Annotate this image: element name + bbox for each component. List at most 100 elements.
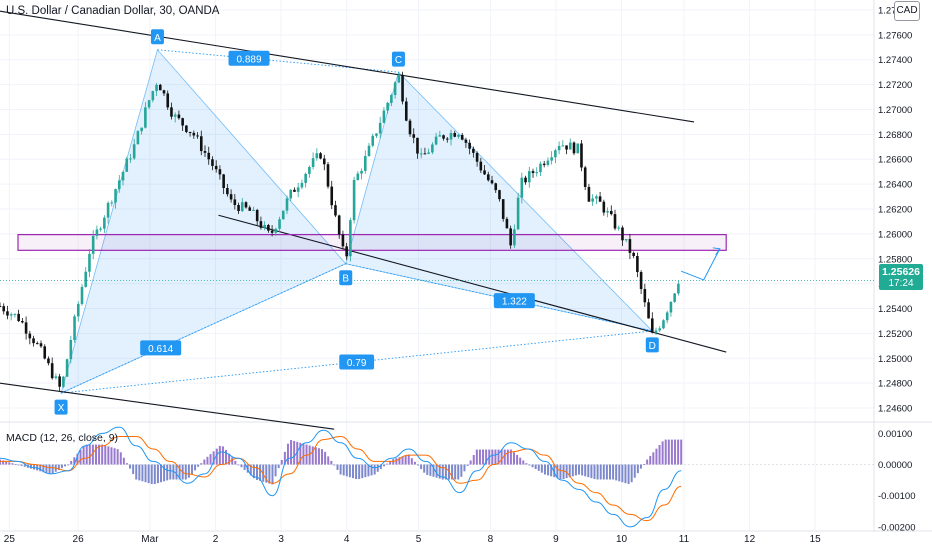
macd-histogram-bar	[537, 464, 540, 471]
candle	[32, 338, 35, 344]
pattern-point-marker	[391, 51, 405, 67]
macd-histogram-bar	[389, 460, 392, 465]
macd-histogram-bar	[516, 455, 519, 465]
candle	[322, 158, 326, 165]
macd-histogram-bar	[231, 457, 234, 465]
candle	[442, 135, 445, 139]
candle	[337, 215, 341, 235]
macd-histogram-bar	[23, 464, 26, 467]
macd-histogram-bar	[268, 464, 271, 484]
macd-histogram-bar	[299, 442, 302, 465]
macd-histogram-bar	[410, 458, 413, 465]
candle	[125, 158, 129, 172]
macd-histogram-bar	[398, 457, 401, 465]
macd-histogram-bar	[602, 464, 605, 480]
macd-histogram-bar	[624, 464, 627, 484]
candle	[583, 167, 587, 187]
macd-signal-line	[0, 435, 682, 522]
macd-histogram-bar	[578, 464, 581, 475]
macd-histogram-bar	[423, 464, 426, 473]
macd-histogram-bar	[212, 451, 215, 465]
candle	[557, 145, 561, 151]
candle	[54, 376, 58, 379]
macd-histogram-bar	[60, 464, 63, 469]
macd-histogram-bar	[670, 439, 673, 465]
trendline	[0, 10, 695, 123]
candle	[542, 163, 546, 165]
macd-histogram-bar	[209, 454, 212, 465]
macd-histogram-bar	[305, 444, 308, 465]
macd-histogram-bar	[367, 464, 370, 477]
macd-histogram-bar	[401, 456, 404, 465]
macd-histogram-bar	[51, 464, 54, 474]
currency-label[interactable]: CAD	[894, 1, 920, 21]
macd-histogram-bar	[290, 440, 293, 465]
macd-histogram-bar	[169, 464, 172, 480]
ratio-badge-bg	[493, 293, 535, 309]
candle	[565, 145, 568, 150]
macd-histogram-bar	[370, 464, 373, 476]
macd-histogram-bar	[14, 464, 17, 465]
macd-histogram-bar	[200, 463, 203, 465]
macd-histogram-bar	[413, 461, 416, 465]
candle	[274, 228, 278, 233]
macd-histogram-bar	[587, 464, 590, 478]
candle	[244, 202, 248, 208]
candle	[345, 246, 348, 257]
macd-histogram-bar	[302, 443, 305, 465]
price-axis-label: 1.27600	[878, 30, 912, 41]
macd-histogram-bar	[639, 464, 642, 469]
time-axis-label: 10	[616, 534, 628, 545]
candle	[505, 218, 509, 229]
macd-histogram-bar	[8, 462, 11, 465]
macd-histogram-bar	[506, 449, 509, 465]
macd-histogram-bar	[215, 448, 218, 465]
ratio-badge-bg	[228, 50, 270, 66]
candle	[229, 194, 233, 200]
candle	[673, 293, 676, 302]
candle	[76, 303, 80, 317]
macd-histogram-bar	[20, 464, 23, 466]
candle	[162, 90, 166, 94]
macd-histogram-bar	[228, 453, 231, 465]
candle	[654, 330, 658, 333]
macd-histogram-bar	[293, 440, 296, 465]
macd-histogram-bar	[259, 464, 262, 481]
candle	[144, 107, 147, 128]
macd-indicator-label[interactable]: MACD (12, 26, close, 9)	[6, 432, 119, 444]
macd-histogram-bar	[17, 464, 20, 466]
macd-histogram-bar	[339, 464, 342, 475]
macd-histogram-bar	[649, 455, 652, 465]
macd-histogram-bar	[2, 460, 5, 465]
candle	[572, 142, 576, 154]
pattern-triangle-xab	[60, 48, 347, 394]
candle	[453, 132, 457, 137]
candle	[490, 180, 494, 184]
macd-histogram-bar	[451, 464, 454, 480]
macd-histogram-bar	[48, 464, 51, 475]
candle	[613, 214, 617, 229]
macd-histogram-bar	[317, 448, 320, 465]
macd-histogram-bar	[45, 464, 48, 474]
candle	[494, 183, 498, 191]
macd-histogram-bar	[277, 464, 280, 469]
macd-histogram-bar	[252, 464, 255, 479]
candle	[636, 256, 639, 273]
candle	[665, 312, 669, 321]
macd-histogram-bar	[190, 464, 193, 475]
candle	[516, 197, 520, 230]
candle	[393, 82, 397, 96]
macd-histogram-bar	[249, 464, 252, 476]
candle	[84, 271, 88, 287]
candle	[140, 127, 143, 132]
macd-histogram-bar	[33, 464, 36, 470]
macd-histogram-bar	[633, 464, 636, 478]
candle	[199, 136, 203, 152]
price-axis-label: 1.27000	[878, 105, 912, 116]
candle	[106, 202, 110, 218]
macd-histogram-bar	[29, 464, 32, 469]
macd-histogram-bar	[466, 464, 469, 466]
macd-histogram-bar	[550, 464, 553, 477]
macd-axis-label: 0.00000	[878, 460, 912, 471]
